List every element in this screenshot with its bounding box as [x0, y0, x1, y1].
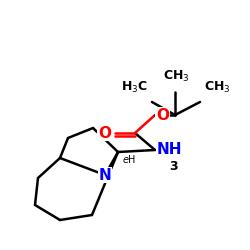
Text: CH$_3$: CH$_3$	[163, 69, 189, 84]
Text: N: N	[98, 168, 112, 182]
Text: e: e	[123, 155, 129, 165]
Text: H$_3$C: H$_3$C	[121, 80, 148, 95]
Text: 3: 3	[169, 160, 177, 173]
Text: CH$_3$: CH$_3$	[204, 80, 231, 95]
Text: O: O	[156, 108, 169, 122]
Text: O: O	[98, 126, 111, 140]
Text: H: H	[128, 155, 136, 165]
Text: NH: NH	[157, 142, 182, 158]
